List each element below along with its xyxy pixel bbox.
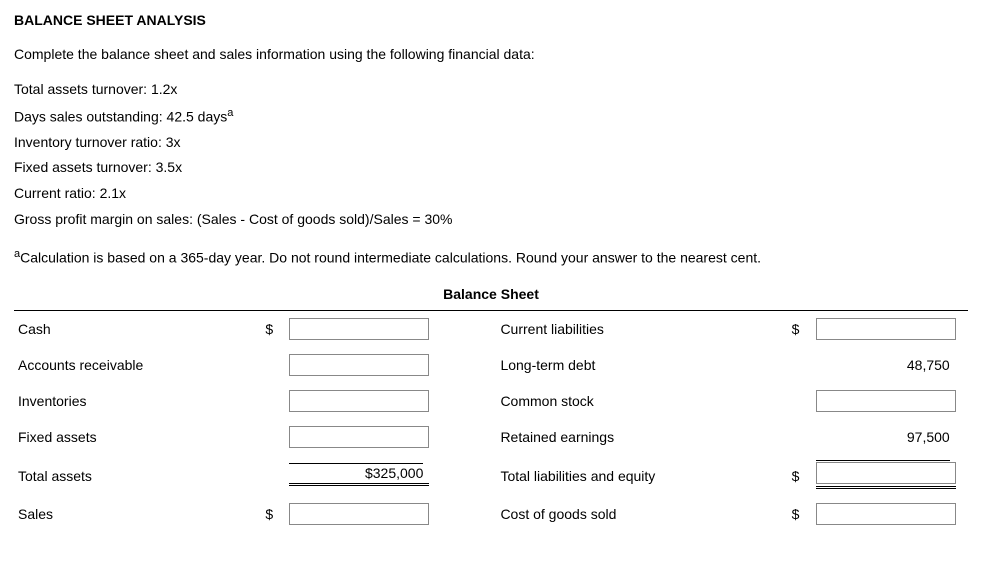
- ratio-fixed-assets-turnover: Fixed assets turnover: 3.5x: [14, 158, 968, 178]
- footnote: aCalculation is based on a 365-day year.…: [14, 247, 968, 268]
- input-cogs[interactable]: [816, 503, 956, 525]
- label-common-stock: Common stock: [496, 383, 781, 419]
- label-total-liab-equity: Total liabilities and equity: [496, 455, 781, 496]
- label-current-liabilities: Current liabilities: [496, 311, 781, 347]
- table-title: Balance Sheet: [14, 286, 968, 302]
- input-ar[interactable]: [289, 354, 429, 376]
- ratio-dso: Days sales outstanding: 42.5 daysa: [14, 106, 968, 127]
- dollar-sign: $: [782, 311, 804, 347]
- input-sales[interactable]: [289, 503, 429, 525]
- row-sales: Sales $ Cost of goods sold $: [14, 496, 968, 532]
- ratio-gross-margin: Gross profit margin on sales: (Sales - C…: [14, 210, 968, 230]
- footnote-text: Calculation is based on a 365-day year. …: [20, 250, 761, 266]
- label-lt-debt: Long-term debt: [496, 347, 781, 383]
- page-title: BALANCE SHEET ANALYSIS: [14, 12, 968, 28]
- row-fixed: Fixed assets Retained earnings 97,500: [14, 419, 968, 455]
- label-fixed-assets: Fixed assets: [14, 419, 255, 455]
- balance-sheet-table: Cash $ Current liabilities $ Accounts re…: [14, 310, 968, 532]
- row-inv: Inventories Common stock: [14, 383, 968, 419]
- ratio-inventory-turnover: Inventory turnover ratio: 3x: [14, 133, 968, 153]
- ratio-total-assets-turnover: Total assets turnover: 1.2x: [14, 80, 968, 100]
- label-sales: Sales: [14, 496, 255, 532]
- row-cash: Cash $ Current liabilities $: [14, 311, 968, 347]
- dollar-sign: $: [255, 311, 277, 347]
- input-current-liabilities[interactable]: [816, 318, 956, 340]
- value-retained-earnings: 97,500: [816, 429, 956, 445]
- input-inventories[interactable]: [289, 390, 429, 412]
- ratio-dso-sup: a: [227, 107, 233, 119]
- input-total-liab-equity[interactable]: [816, 462, 956, 484]
- label-inventories: Inventories: [14, 383, 255, 419]
- row-total-assets: Total assets $325,000 Total liabilities …: [14, 455, 968, 496]
- label-total-assets: Total assets: [14, 455, 255, 496]
- input-fixed-assets[interactable]: [289, 426, 429, 448]
- row-ar: Accounts receivable Long-term debt 48,75…: [14, 347, 968, 383]
- input-common-stock[interactable]: [816, 390, 956, 412]
- dollar-sign: $: [782, 455, 804, 496]
- value-lt-debt: 48,750: [816, 357, 956, 373]
- label-ar: Accounts receivable: [14, 347, 255, 383]
- label-cogs: Cost of goods sold: [496, 496, 781, 532]
- input-cash[interactable]: [289, 318, 429, 340]
- value-total-assets: $325,000: [289, 465, 429, 486]
- ratio-current-ratio: Current ratio: 2.1x: [14, 184, 968, 204]
- label-cash: Cash: [14, 311, 255, 347]
- intro-text: Complete the balance sheet and sales inf…: [14, 46, 968, 62]
- label-retained-earnings: Retained earnings: [496, 419, 781, 455]
- dollar-sign: $: [255, 496, 277, 532]
- dollar-sign: $: [782, 496, 804, 532]
- ratio-dso-text: Days sales outstanding: 42.5 days: [14, 108, 227, 124]
